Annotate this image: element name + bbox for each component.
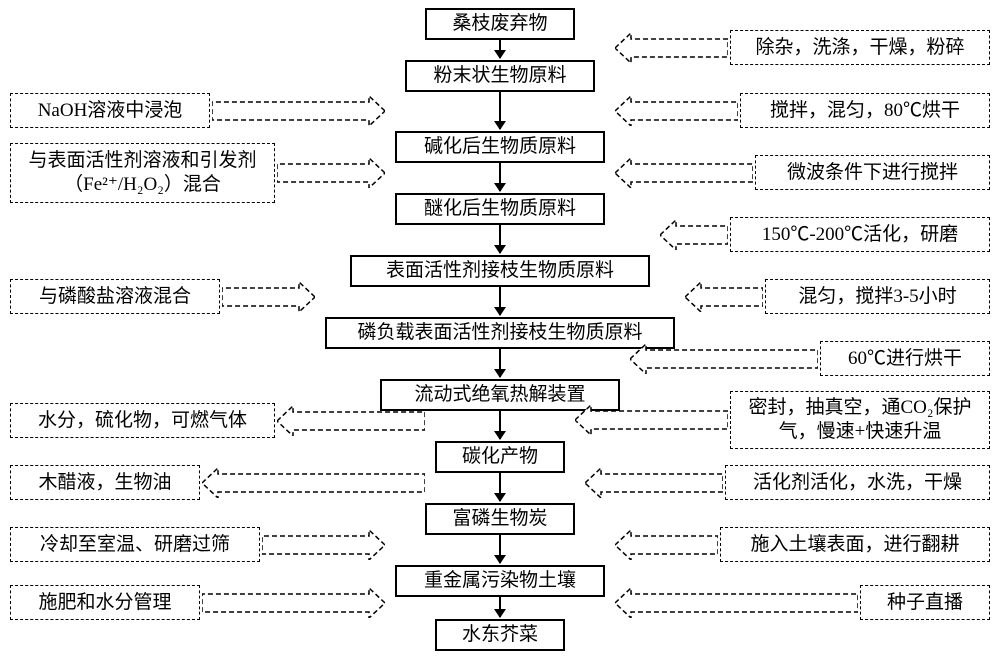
- side-box-label: 与表面活性剂溶液和引发剂（Fe²⁺/H₂O₂）混合: [17, 149, 268, 197]
- side-box-label: 除杂，洗涤，干燥，粉碎: [755, 36, 964, 60]
- down-arrow: [499, 163, 501, 191]
- side-box-label: 种子直播: [887, 591, 963, 615]
- flowchart-canvas: 桑枝废弃物粉末状生物原料碱化后生物质原料醚化后生物质原料表面活性剂接枝生物质原料…: [0, 0, 1000, 661]
- down-arrow: [499, 92, 501, 129]
- dashed-arrow: [615, 158, 753, 188]
- dashed-arrow: [222, 282, 315, 312]
- side-box-label: 混匀，搅拌3-5小时: [798, 285, 956, 309]
- main-node-m3: 碱化后生物质原料: [395, 131, 605, 163]
- side-box-label: 施入土壤表面，进行翻耕: [750, 533, 959, 557]
- side-box-r10: 种子直播: [860, 585, 990, 620]
- main-node-m6: 磷负载表面活性剂接枝生物质原料: [325, 317, 675, 349]
- main-node-m7: 流动式绝氧热解装置: [380, 379, 620, 411]
- side-box-r9: 施入土壤表面，进行翻耕: [720, 527, 990, 562]
- main-node-label: 重金属污染物土壤: [424, 570, 576, 593]
- down-arrow: [499, 40, 501, 58]
- dashed-arrow: [202, 588, 385, 618]
- side-box-label: 与磷酸盐溶液混合: [39, 285, 191, 309]
- side-box-label: NaOH溶液中浸泡: [38, 99, 183, 123]
- side-box-label: 施肥和水分管理: [38, 591, 171, 615]
- side-box-label: 密封，抽真空，通CO₂保护气，慢速+快速升温: [737, 396, 983, 444]
- main-node-m2: 粉末状生物原料: [405, 60, 595, 92]
- side-box-l1: NaOH溶液中浸泡: [10, 93, 210, 128]
- side-box-l3: 与磷酸盐溶液混合: [10, 279, 220, 314]
- side-box-r8: 活化剂活化，水洗，干燥: [725, 465, 990, 500]
- side-box-r5: 混匀，搅拌3-5小时: [765, 279, 990, 314]
- side-box-l2: 与表面活性剂溶液和引发剂（Fe²⁺/H₂O₂）混合: [10, 143, 275, 203]
- dashed-arrow: [615, 530, 718, 560]
- down-arrow: [499, 535, 501, 563]
- side-box-l6: 冷却至室温、研磨过筛: [10, 527, 260, 562]
- dashed-arrow: [212, 96, 385, 126]
- side-box-label: 60℃进行烘干: [848, 347, 962, 371]
- side-box-label: 150℃-200℃活化，研磨: [762, 223, 958, 247]
- main-node-label: 表面活性剂接枝生物质原料: [386, 260, 614, 283]
- down-arrow: [499, 597, 501, 617]
- down-arrow: [499, 225, 501, 253]
- main-node-label: 碱化后生物质原料: [424, 136, 576, 159]
- side-box-label: 搅拌，混匀，80℃烘干: [770, 99, 960, 123]
- dashed-arrow: [615, 588, 858, 618]
- side-box-l7: 施肥和水分管理: [10, 585, 200, 620]
- down-arrow: [499, 287, 501, 315]
- dashed-arrow: [262, 530, 385, 560]
- side-box-label: 冷却至室温、研磨过筛: [40, 533, 230, 557]
- side-box-r3: 微波条件下进行搅拌: [755, 155, 990, 190]
- side-box-r1: 除杂，洗涤，干燥，粉碎: [730, 30, 990, 65]
- main-node-label: 磷负载表面活性剂接枝生物质原料: [357, 322, 642, 345]
- main-node-label: 醚化后生物质原料: [424, 198, 576, 221]
- side-box-r7: 密封，抽真空，通CO₂保护气，慢速+快速升温: [730, 391, 990, 449]
- main-node-m9: 富磷生物炭: [425, 503, 575, 535]
- main-node-label: 流动式绝氧热解装置: [414, 384, 585, 407]
- dashed-arrow: [277, 158, 385, 188]
- side-box-r2: 搅拌，混匀，80℃烘干: [740, 93, 990, 128]
- main-node-label: 碳化产物: [462, 446, 538, 469]
- down-arrow: [499, 411, 501, 439]
- down-arrow: [499, 349, 501, 377]
- dashed-arrow: [615, 33, 728, 63]
- dashed-arrow: [660, 220, 728, 250]
- down-arrow: [499, 473, 501, 501]
- side-box-r4: 150℃-200℃活化，研磨: [730, 217, 990, 252]
- side-box-l5: 木醋液，生物油: [10, 465, 200, 500]
- side-box-l4: 水分，硫化物，可燃气体: [10, 403, 275, 438]
- main-node-m4: 醚化后生物质原料: [395, 193, 605, 225]
- dashed-arrow: [202, 468, 425, 498]
- main-node-m5: 表面活性剂接枝生物质原料: [350, 255, 650, 287]
- main-node-label: 桑枝废弃物: [452, 13, 547, 36]
- dashed-arrow: [585, 468, 723, 498]
- side-box-label: 木醋液，生物油: [38, 471, 171, 495]
- side-box-label: 活化剂活化，水洗，干燥: [753, 471, 962, 495]
- main-node-m11: 水东芥菜: [435, 619, 565, 651]
- main-node-m10: 重金属污染物土壤: [395, 565, 605, 597]
- main-node-m1: 桑枝废弃物: [425, 8, 575, 40]
- main-node-label: 水东芥菜: [462, 624, 538, 647]
- main-node-m8: 碳化产物: [435, 441, 565, 473]
- main-node-label: 粉末状生物原料: [433, 65, 566, 88]
- dashed-arrow: [685, 282, 763, 312]
- side-box-label: 微波条件下进行搅拌: [787, 161, 958, 185]
- dashed-arrow: [615, 96, 738, 126]
- side-box-r6: 60℃进行烘干: [820, 341, 990, 376]
- main-node-label: 富磷生物炭: [452, 508, 547, 531]
- side-box-label: 水分，硫化物，可燃气体: [38, 409, 247, 433]
